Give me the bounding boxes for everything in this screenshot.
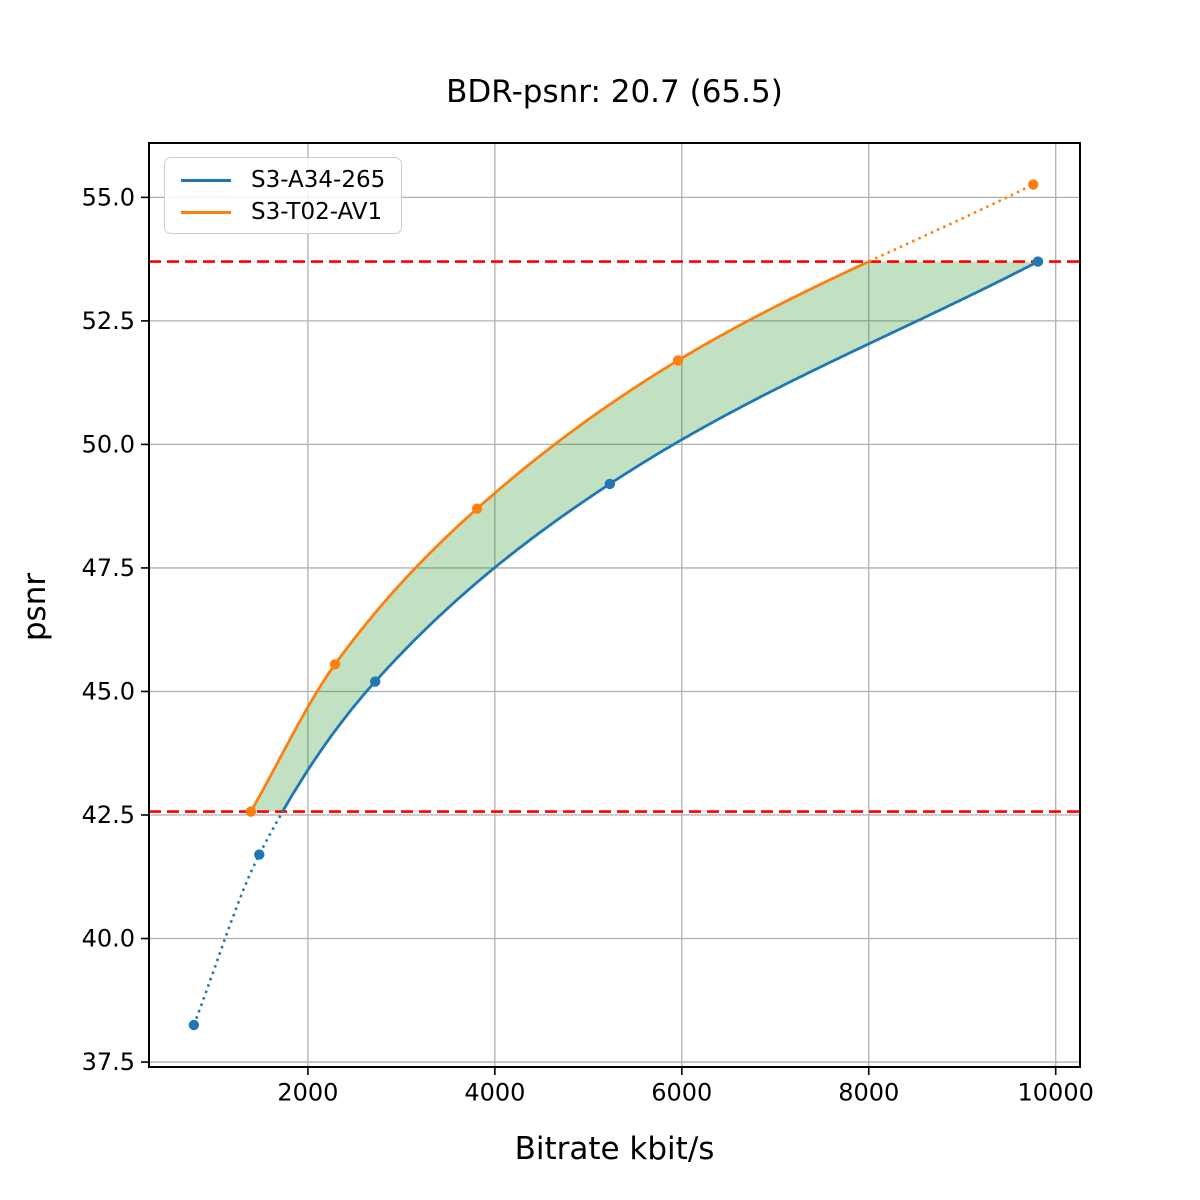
x-axis-label: Bitrate kbit/s [514,1131,715,1167]
data-point-marker-S3-A34-265 [1032,256,1044,267]
y-tick-label: 37.5 [82,1048,135,1076]
y-tick-label: 55.0 [82,183,135,211]
bd-rate-shaded-region [250,261,1038,812]
data-point-marker-S3-T02-AV1 [245,806,257,817]
data-point-marker-S3-T02-AV1 [329,659,341,670]
data-point-marker-S3-T02-AV1 [1028,179,1039,190]
x-tick-label: 10000 [1018,1079,1094,1107]
x-tick-label: 2000 [277,1079,338,1107]
data-point-marker-S3-T02-AV1 [672,355,684,366]
legend-line-sample [181,210,231,214]
data-point-marker-S3-A34-265 [604,478,616,490]
series-curve-S3-A34-265 [281,260,1039,812]
y-tick-label: 40.0 [82,925,135,953]
data-point-marker-S3-A34-265 [188,1019,200,1031]
y-tick-label: 50.0 [82,430,135,458]
legend-label: S3-T02-AV1 [251,199,383,225]
legend-item: S3-A34-265 [175,164,401,196]
series-curve-S3-T02-AV1 [249,260,870,813]
y-tick-label: 45.0 [82,677,135,705]
chart-title: BDR-psnr: 20.7 (65.5) [446,74,783,110]
x-tick-label: 4000 [464,1079,525,1107]
series-curve-dotted-S3-A34-265 [192,810,285,1026]
legend-label: S3-A34-265 [251,167,386,193]
legend: S3-A34-265 S3-T02-AV1 [164,157,402,234]
data-point-marker-S3-A34-265 [254,849,265,860]
legend-line-sample [181,178,231,182]
data-point-marker-S3-A34-265 [370,676,381,687]
y-tick-label: 52.5 [82,307,135,335]
y-tick-label: 47.5 [82,554,135,582]
legend-item: S3-T02-AV1 [175,196,401,228]
x-tick-label: 6000 [651,1079,712,1107]
axes-spines [148,142,1081,1068]
series-curve-dotted-S3-T02-AV1 [868,183,1034,263]
x-tick-label: 8000 [838,1079,899,1107]
y-tick-label: 42.5 [82,801,135,829]
data-point-marker-S3-T02-AV1 [471,503,483,514]
